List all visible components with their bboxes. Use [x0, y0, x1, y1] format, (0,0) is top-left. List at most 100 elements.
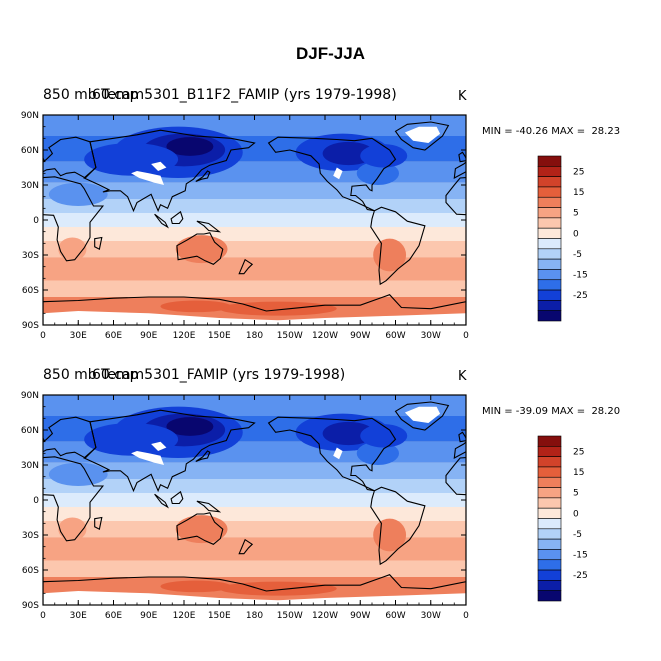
colorbar-swatch	[537, 528, 562, 540]
variable-title: 850 mb Temp	[43, 87, 139, 103]
coastline-north-america	[267, 416, 397, 492]
x-tick-label: 150W	[277, 611, 303, 621]
contour-southern-africa	[58, 517, 87, 541]
coastline-north-america	[267, 136, 397, 212]
contour-band-subtropic-south	[43, 521, 466, 538]
x-tick-label: 60E	[105, 331, 122, 341]
colorbar-swatch	[537, 559, 562, 571]
coastline-greenland	[394, 121, 450, 151]
axes: 0 30E 60E 90E 120E 150E 180 150W 120W 90W 60W 30W 09…	[21, 111, 469, 341]
contour-us-east	[356, 441, 400, 465]
colorbar-label: 25	[573, 167, 584, 177]
x-tick-label: 0	[463, 611, 469, 621]
coastline-new-guinea	[196, 500, 222, 513]
colorbar-swatch	[537, 155, 562, 167]
x-tick-label: 180	[246, 331, 263, 341]
colorbar-label: 5	[573, 209, 579, 219]
coastline-south-america	[370, 486, 426, 566]
x-tick-label: 0	[40, 611, 46, 621]
y-tick-label: 60S	[22, 566, 39, 576]
min-max-label: MIN = -40.26 MAX = 28.23	[482, 126, 621, 137]
missing-greenland	[404, 126, 441, 143]
contour-siberia-core	[166, 417, 214, 436]
contour-sahara	[48, 182, 108, 206]
y-tick-label: 90N	[21, 391, 39, 401]
x-tick-label: 150W	[277, 331, 303, 341]
map-plot-b11f2: 0 30E 60E 90E 120E 150E 180 150W 120W 90W 60W 30W 09…	[21, 111, 588, 341]
contour-band-midlat-south	[43, 537, 466, 561]
coastline-borneo	[170, 210, 184, 225]
colorbar-swatch	[537, 507, 562, 519]
page-title: DJF-JJA	[296, 44, 365, 63]
case-title: 60.cam5301_B11F2_FAMIP (yrs 1979-1998)	[92, 87, 397, 103]
y-tick-label: 60N	[21, 426, 39, 436]
y-tick-label: 30N	[21, 181, 39, 191]
missing-greenland	[404, 406, 441, 423]
coastline-japan	[195, 450, 211, 463]
colorbar-swatch	[537, 217, 562, 229]
x-tick-label: 30W	[421, 331, 441, 341]
x-tick-label: 150E	[208, 331, 231, 341]
contour-band-tropic-north	[43, 479, 466, 493]
colorbar-swatch	[537, 487, 562, 499]
colorbar: 25 15 5 0 -5 -15 -25	[537, 155, 588, 322]
y-tick-label: 30S	[22, 531, 39, 541]
coastline-sumatra	[154, 493, 169, 509]
x-tick-label: 120E	[173, 331, 196, 341]
colorbar-swatch	[537, 196, 562, 208]
contour-ross-warm	[219, 301, 337, 316]
contour-ross-warm	[219, 581, 337, 596]
y-tick-label: 30S	[22, 251, 39, 261]
case-title: 60.cam5301_FAMIP (yrs 1979-1998)	[92, 367, 346, 383]
colorbar-label: 15	[573, 468, 584, 478]
contour-southern-africa	[58, 237, 87, 261]
colorbar-label: 15	[573, 188, 584, 198]
x-tick-label: 30E	[70, 611, 87, 621]
colorbar-label: 0	[573, 509, 579, 519]
coastline-greenland	[394, 401, 450, 431]
missing-tibet	[131, 171, 164, 185]
contour-central-asia	[84, 423, 179, 456]
coastline-new-zealand	[238, 258, 254, 275]
missing-mongolia	[151, 161, 167, 171]
contour-band-tropic-south	[43, 227, 466, 241]
x-tick-label: 60W	[385, 611, 405, 621]
contour-us-east	[356, 161, 400, 185]
contour-band-subtropic-north	[43, 462, 466, 479]
missing-mongolia	[151, 441, 167, 451]
missing-rockies	[333, 447, 343, 460]
x-tick-label: 0	[40, 331, 46, 341]
coastline-madagascar	[94, 236, 103, 251]
colorbar-swatch	[537, 289, 562, 301]
y-tick-label: 60N	[21, 146, 39, 156]
colorbar-label: -15	[573, 551, 588, 561]
x-tick-label: 90W	[350, 331, 370, 341]
x-tick-label: 120E	[173, 611, 196, 621]
colorbar-label: 0	[573, 229, 579, 239]
coastline-antarctica	[43, 294, 466, 325]
colorbar-swatch	[537, 258, 562, 270]
coastline-japan	[195, 170, 211, 183]
contour-central-asia	[84, 143, 179, 176]
colorbar-swatch	[537, 497, 562, 509]
colorbar-swatch	[537, 476, 562, 488]
colorbar-swatch	[537, 590, 562, 602]
colorbar-swatch	[537, 466, 562, 478]
coastline-australia	[176, 512, 224, 545]
x-tick-label: 90E	[140, 611, 157, 621]
colorbar-swatch	[537, 238, 562, 250]
contour-siberia-core	[166, 137, 214, 156]
colorbar-swatch	[537, 207, 562, 219]
colorbar: 25 15 5 0 -5 -15 -25	[537, 435, 588, 602]
x-tick-label: 90E	[140, 331, 157, 341]
coastline-africa-west	[43, 456, 105, 542]
colorbar-swatch	[537, 176, 562, 188]
coastline-uk-east	[458, 151, 466, 163]
contour-band-subtropic-north	[43, 182, 466, 199]
contour-band-midlat-south	[43, 257, 466, 281]
colorbar-swatch	[537, 166, 562, 177]
coastline-australia	[176, 232, 224, 265]
x-tick-label: 120W	[312, 611, 338, 621]
colorbar-swatch	[537, 310, 562, 322]
coastlines	[43, 401, 466, 605]
